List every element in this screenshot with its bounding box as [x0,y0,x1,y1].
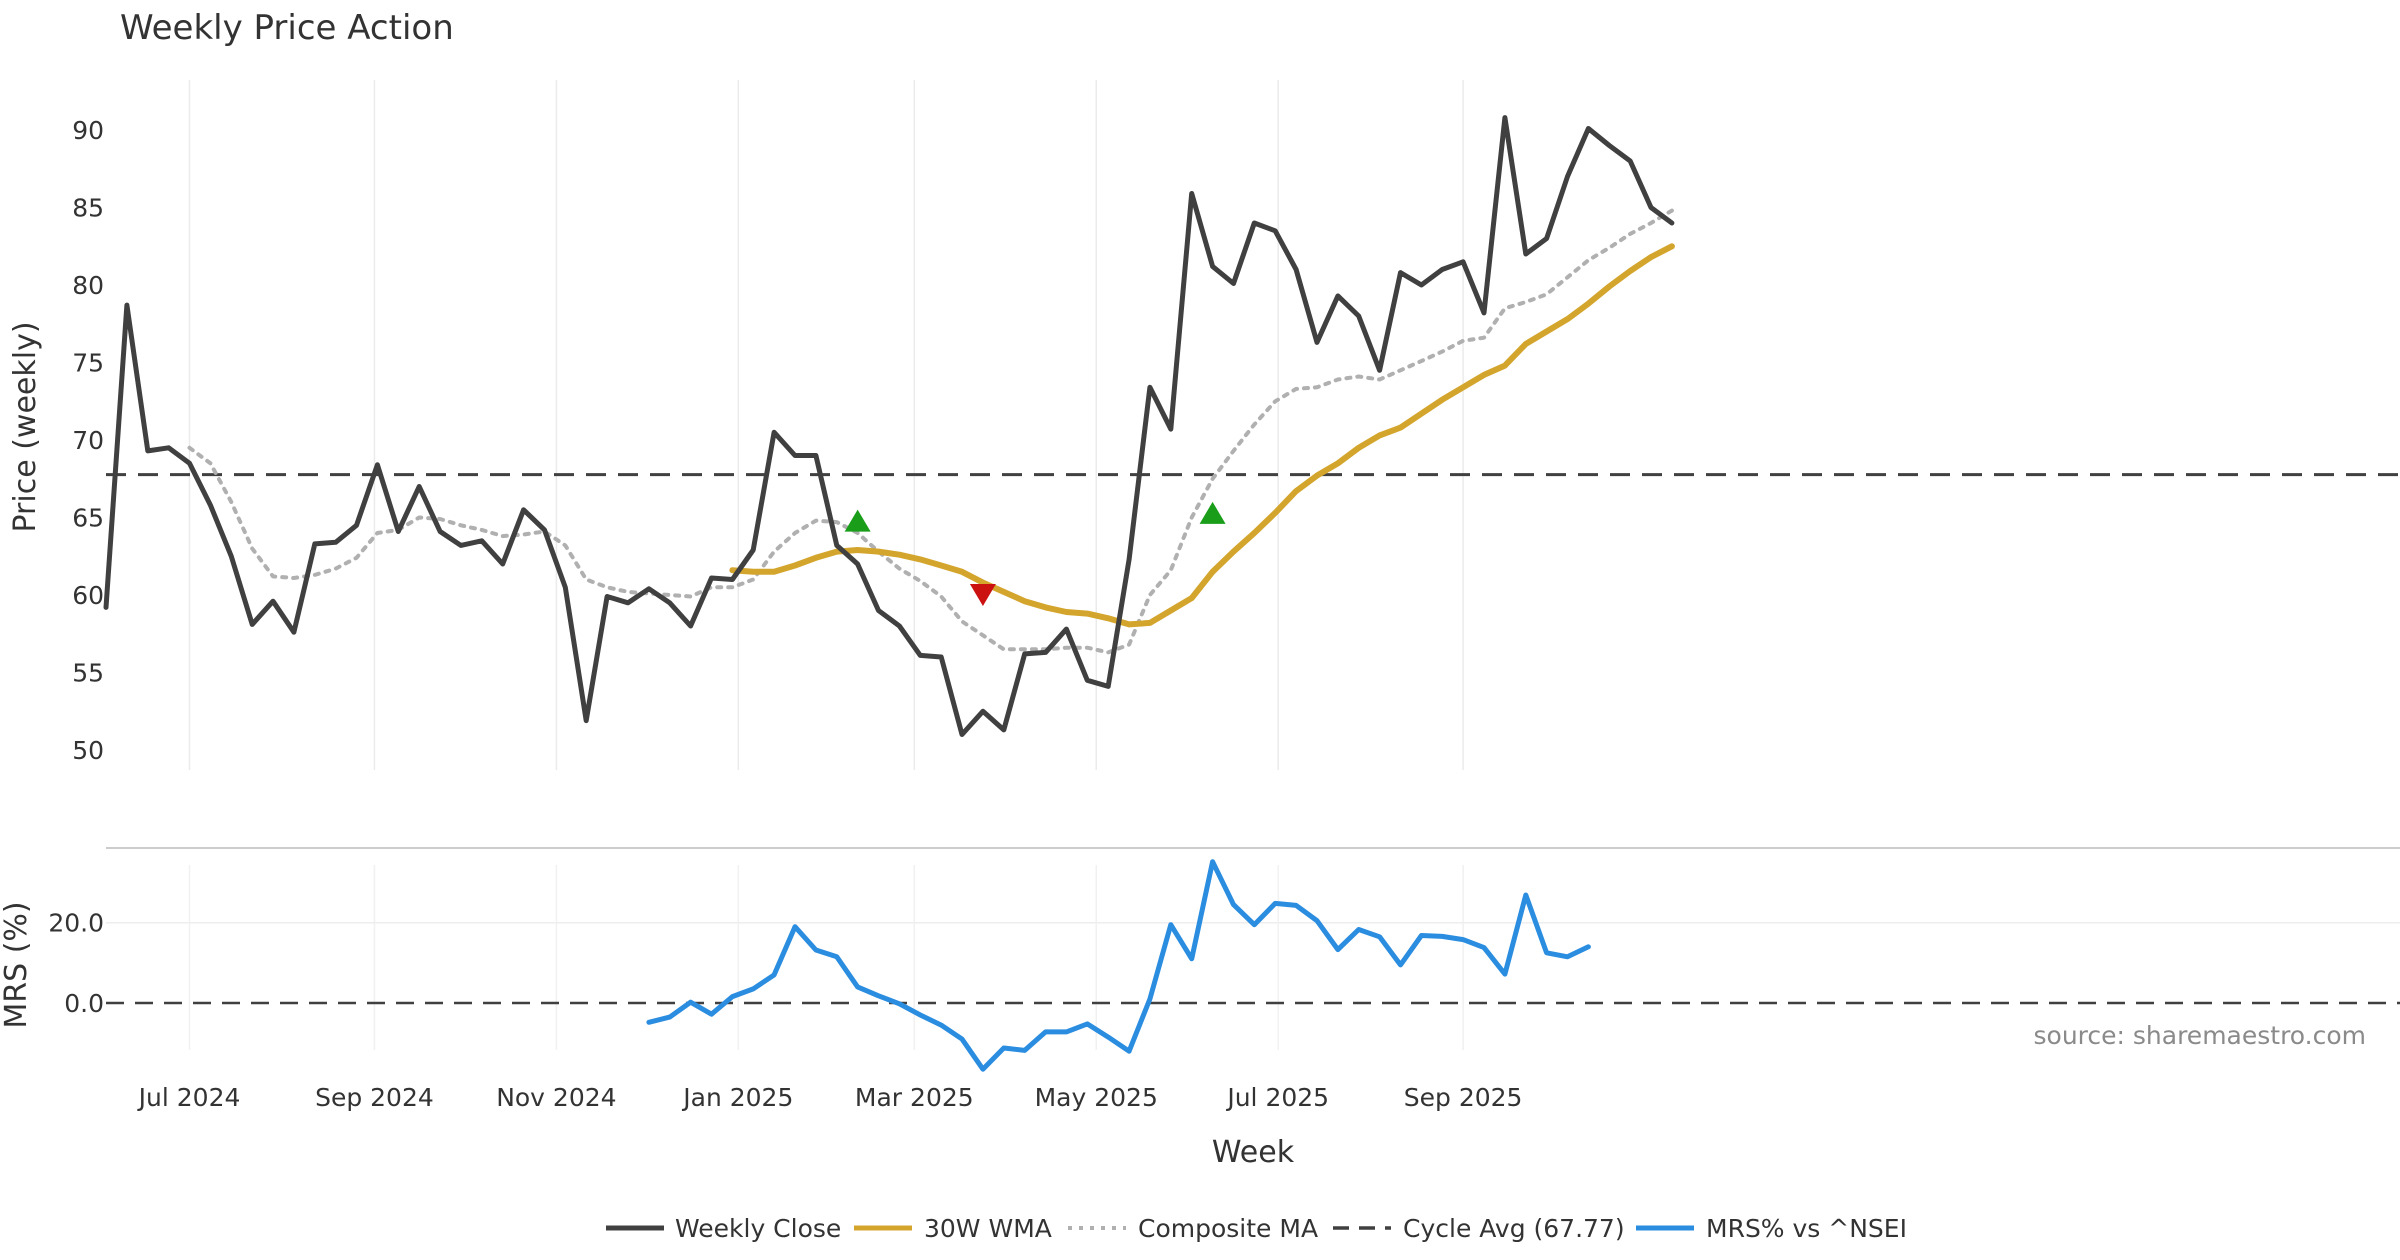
buy-signal-marker [844,509,871,532]
price-y-ticks: 50 55 60 65 70 75 80 85 90 [72,116,104,765]
buy-signal-marker [1199,501,1226,524]
mrs-y-tick-label: 20.0 [48,909,104,938]
x-tick-label: May 2025 [1035,1083,1158,1112]
source-note: source: sharemaestro.com [2034,1021,2367,1050]
weekly-close-line [103,115,1675,737]
price-y-tick-label: 80 [72,271,104,300]
price-y-tick-label: 60 [72,581,104,610]
mrs-series [646,859,1591,1072]
price-series [103,115,1675,737]
legend-label: Composite MA [1138,1214,1318,1243]
wma-30w-line [729,243,1675,628]
x-tick-label: Sep 2025 [1404,1083,1523,1112]
price-y-tick-label: 90 [72,116,104,145]
x-tick-label: Jul 2025 [1225,1083,1329,1112]
x-tick-label: Sep 2024 [315,1083,434,1112]
price-y-tick-label: 50 [72,736,104,765]
legend-label: 30W WMA [924,1214,1052,1243]
x-tick-label: Mar 2025 [855,1083,974,1112]
legend-label: Cycle Avg (67.77) [1403,1214,1625,1243]
mrs-line [646,859,1591,1072]
signal-markers [844,501,1226,606]
price-y-tick-label: 70 [72,426,104,455]
x-ticks: Jul 2024 Sep 2024 Nov 2024 Jan 2025 Mar 2025… [137,1083,1523,1112]
price-y-tick-label: 65 [72,504,104,533]
x-axis-label: Week [1212,1135,1295,1170]
legend: Weekly Close 30W WMA Composite MA Cycle Avg… [606,1214,1907,1243]
x-tick-label: Jul 2024 [137,1083,241,1112]
mrs-y-axis-label: MRS (%) [0,901,34,1028]
chart-title: Weekly Price Action [120,8,454,48]
price-y-tick-label: 75 [72,349,104,378]
mrs-y-ticks: 0.0 20.0 [48,909,104,1018]
price-y-tick-label: 85 [72,194,104,223]
mrs-y-tick-label: 0.0 [64,989,104,1018]
x-tick-label: Jan 2025 [681,1083,793,1112]
price-y-tick-label: 55 [72,659,104,688]
legend-label: Weekly Close [675,1214,841,1243]
composite-ma-line [187,208,1674,655]
sell-signal-marker [969,584,996,606]
legend-label: MRS% vs ^NSEI [1706,1214,1907,1243]
price-gridlines [188,80,1464,770]
x-tick-label: Nov 2024 [496,1083,616,1112]
price-y-axis-label: Price (weekly) [8,321,43,532]
